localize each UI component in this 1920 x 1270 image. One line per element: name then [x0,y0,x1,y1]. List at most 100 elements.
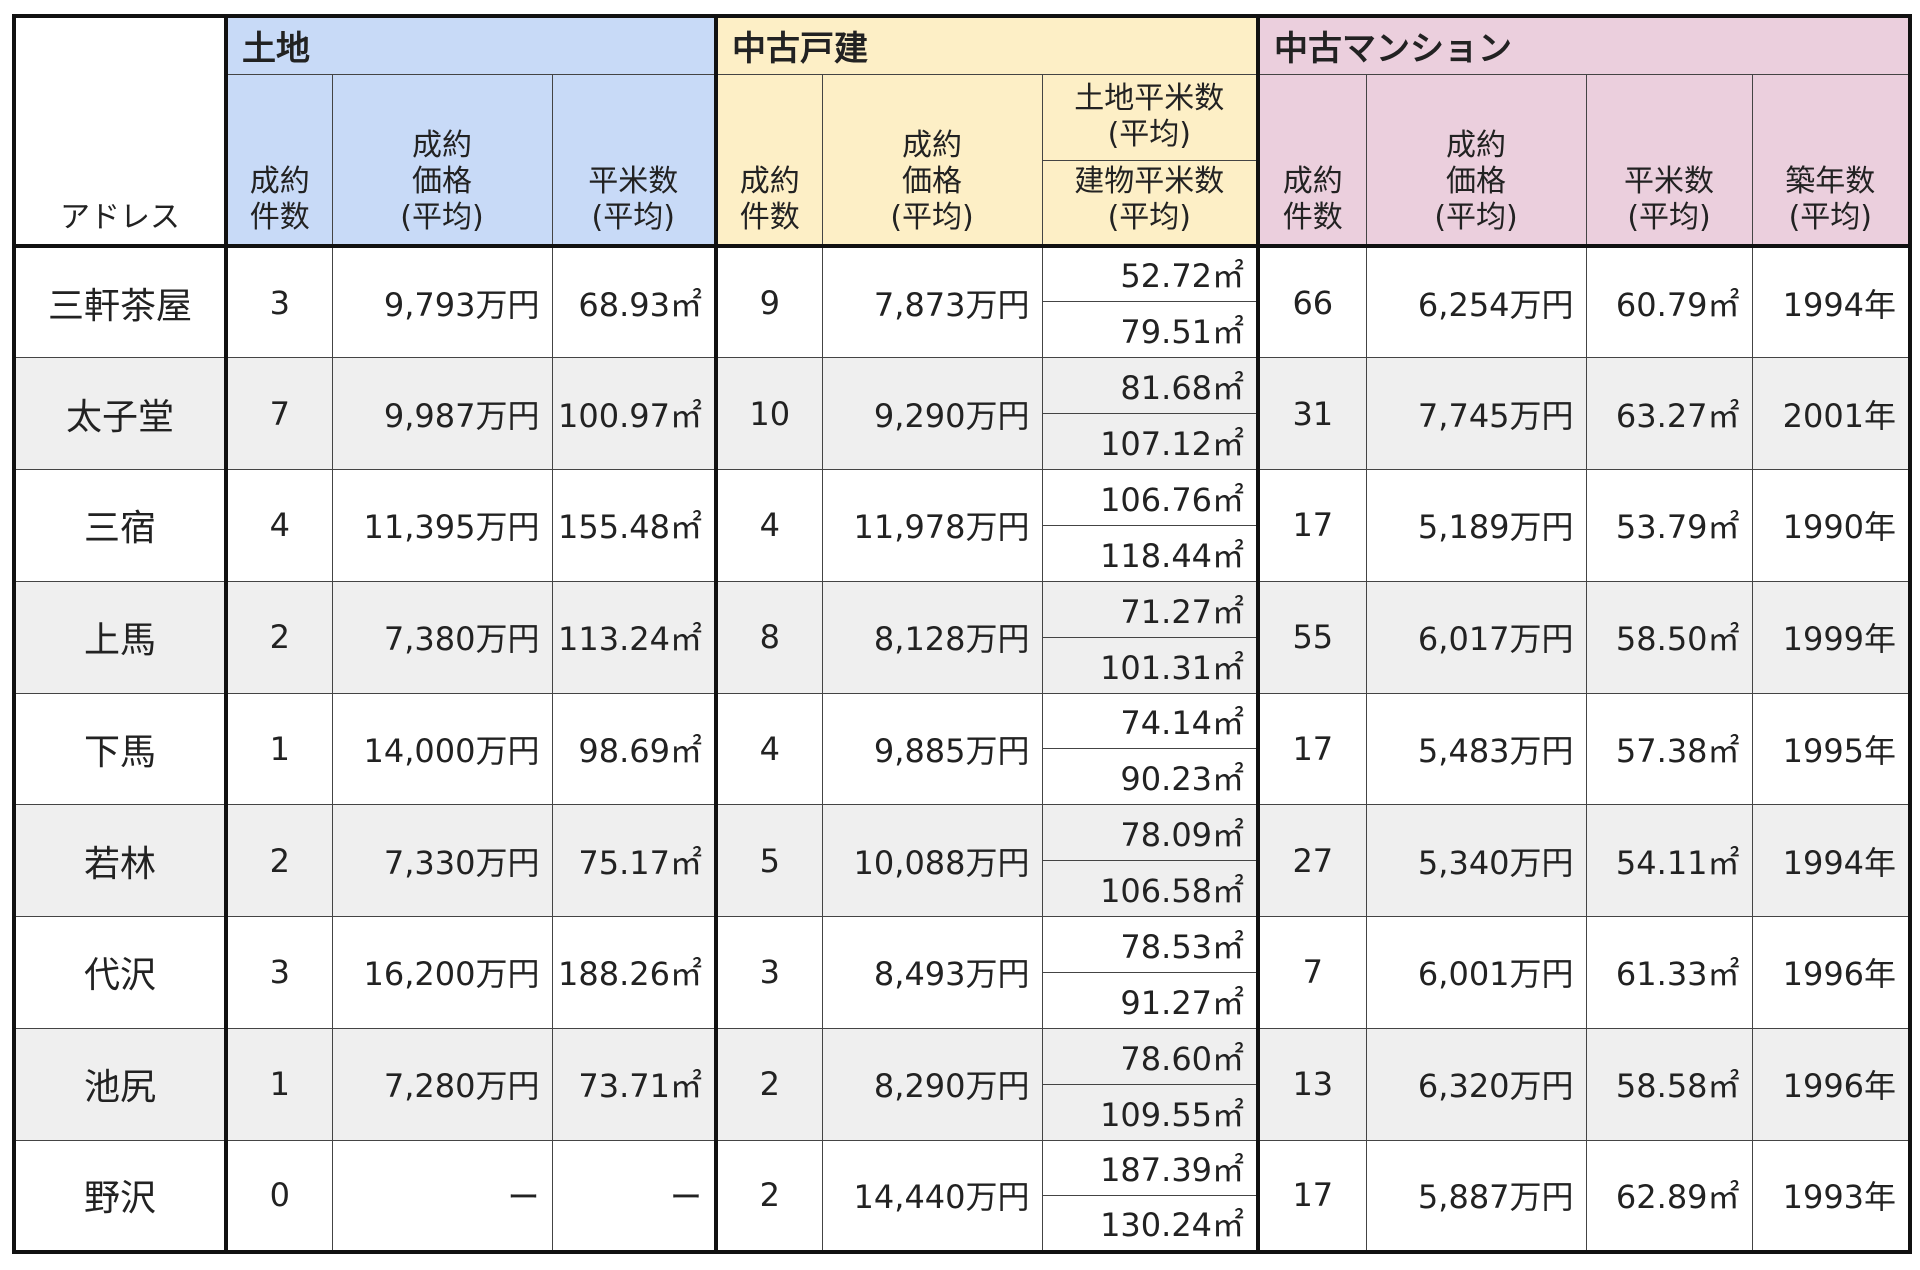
mansion-area-cell: 63.27㎡ [1585,357,1753,470]
table-row: 上馬 2 7,380万円 113.24㎡ 8 8,128万円 71.27㎡ 55 6,017万円… [13,580,1911,694]
house-building-area-cell: 101.31㎡ [1041,636,1259,694]
land-area-cell: 73.71㎡ [551,1027,717,1141]
address-cell: 太子堂 [13,357,227,470]
land-price-cell: 14,000万円 [331,692,553,806]
mansion-count-cell: 17 [1256,469,1367,582]
house-land-area-cell: 78.60㎡ [1041,1027,1259,1085]
house-price-cell: 8,128万円 [821,580,1043,694]
house-price-cell: 9,290万円 [821,357,1043,470]
mansion-area-header: 平米数 (平均) [1585,73,1753,248]
house-price-cell: 10,088万円 [821,804,1043,917]
land-group-header: 土地 [223,15,717,75]
mansion-price-cell: 5,483万円 [1365,692,1587,806]
real-estate-stats-table: アドレス 土地 中古戸建 中古マンション 成約 件数 成約 価格 (平均) 平米… [12,14,1913,1254]
mansion-price-header: 成約 価格 (平均) [1365,73,1587,248]
house-count-cell: 8 [714,580,823,694]
house-count-cell: 4 [714,692,823,806]
address-cell: 野沢 [13,1139,227,1253]
mansion-area-cell: 57.38㎡ [1585,692,1753,806]
mansion-year-cell: 2001年 [1751,357,1911,470]
land-count-cell: 7 [224,357,333,470]
land-area-cell: 98.69㎡ [551,692,717,806]
mansion-price-cell: 6,320万円 [1365,1027,1587,1141]
house-count-cell: 5 [714,804,823,917]
table-row-sub: 130.24㎡ [14,1195,1910,1253]
used-house-group-header: 中古戸建 [714,15,1259,75]
address-cell: 代沢 [13,916,227,1029]
mansion-price-cell: 6,254万円 [1365,245,1587,359]
house-land-area-cell: 52.72㎡ [1041,245,1259,303]
land-area-cell: 68.93㎡ [551,245,717,359]
house-price-cell: 7,873万円 [821,245,1043,359]
house-count-cell: 3 [714,916,823,1029]
mansion-year-cell: 1996年 [1751,916,1911,1029]
land-count-cell: 0 [224,1139,333,1253]
land-price-cell: ー [331,1139,553,1253]
land-price-cell: 16,200万円 [331,916,553,1029]
house-building-area-cell: 130.24㎡ [1041,1195,1259,1253]
house-count-cell: 9 [714,245,823,359]
land-count-header: 成約 件数 [224,73,333,248]
table-row: 下馬 1 14,000万円 98.69㎡ 4 9,885万円 74.14㎡ 17 5,483万円… [13,692,1911,806]
mansion-year-cell: 1990年 [1751,469,1911,582]
used-mansion-group-header: 中古マンション [1256,15,1911,75]
table-row-sub: 90.23㎡ [14,748,1910,806]
mansion-area-cell: 60.79㎡ [1585,245,1753,359]
mansion-year-cell: 1994年 [1751,804,1911,917]
table-row: 三宿 4 11,395万円 155.48㎡ 4 11,978万円 106.76㎡ 17 5,18… [13,469,1911,582]
house-count-cell: 2 [714,1027,823,1141]
land-count-cell: 2 [224,804,333,917]
house-price-cell: 11,978万円 [821,469,1043,582]
mansion-count-header: 成約 件数 [1256,73,1367,248]
mansion-year-cell: 1996年 [1751,1027,1911,1141]
house-building-area-header: 建物平米数 (平均) [1041,159,1259,248]
table-row-sub: 106.58㎡ [14,860,1910,917]
mansion-count-cell: 55 [1256,580,1367,694]
house-count-cell: 10 [714,357,823,470]
mansion-year-cell: 1994年 [1751,245,1911,359]
address-cell: 上馬 [13,580,227,694]
table-row: 池尻 1 7,280万円 73.71㎡ 2 8,290万円 78.60㎡ 13 6,320万円 5… [13,1027,1911,1141]
address-header: アドレス [13,15,227,248]
house-count-cell: 4 [714,469,823,582]
table-row: 若林 2 7,330万円 75.17㎡ 5 10,088万円 78.09㎡ 27 5,340万円… [13,804,1911,917]
house-building-area-cell: 79.51㎡ [1041,301,1259,359]
house-building-area-cell: 107.12㎡ [1041,413,1259,470]
mansion-price-cell: 6,001万円 [1365,916,1587,1029]
house-land-area-cell: 106.76㎡ [1041,469,1259,526]
house-building-area-cell: 90.23㎡ [1041,748,1259,806]
land-count-cell: 3 [224,245,333,359]
land-price-cell: 9,793万円 [331,245,553,359]
table-body: 三軒茶屋 3 9,793万円 68.93㎡ 9 7,873万円 52.72㎡ 66 6,254万… [13,245,1911,1253]
house-land-area-cell: 78.09㎡ [1041,804,1259,862]
land-price-cell: 9,987万円 [331,357,553,470]
mansion-area-cell: 54.11㎡ [1585,804,1753,917]
mansion-area-cell: 61.33㎡ [1585,916,1753,1029]
table-row: 代沢 3 16,200万円 188.26㎡ 3 8,493万円 78.53㎡ 7 6,001万円… [13,916,1911,1029]
mansion-year-cell: 1995年 [1751,692,1911,806]
land-price-header: 成約 価格 (平均) [331,73,553,248]
land-area-cell: ー [551,1139,717,1253]
house-land-area-cell: 187.39㎡ [1041,1139,1259,1197]
house-land-area-cell: 81.68㎡ [1041,357,1259,415]
house-building-area-cell: 91.27㎡ [1041,971,1259,1029]
mansion-count-cell: 27 [1256,804,1367,917]
house-land-area-cell: 71.27㎡ [1041,580,1259,638]
mansion-price-cell: 5,887万円 [1365,1139,1587,1253]
mansion-area-cell: 62.89㎡ [1585,1139,1753,1253]
mansion-year-cell: 1999年 [1751,580,1911,694]
land-count-cell: 3 [224,916,333,1029]
house-land-area-header: 土地平米数 (平均) [1041,73,1259,161]
land-count-cell: 1 [224,692,333,806]
table-row: 三軒茶屋 3 9,793万円 68.93㎡ 9 7,873万円 52.72㎡ 66 6,254万… [13,245,1911,359]
house-count-header: 成約 件数 [714,73,823,248]
land-price-cell: 7,330万円 [331,804,553,917]
land-price-cell: 7,280万円 [331,1027,553,1141]
land-count-cell: 2 [224,580,333,694]
mansion-price-cell: 7,745万円 [1365,357,1587,470]
mansion-count-cell: 31 [1256,357,1367,470]
land-price-cell: 7,380万円 [331,580,553,694]
address-cell: 三宿 [13,469,227,582]
house-building-area-cell: 106.58㎡ [1041,860,1259,917]
land-area-cell: 100.97㎡ [551,357,717,470]
